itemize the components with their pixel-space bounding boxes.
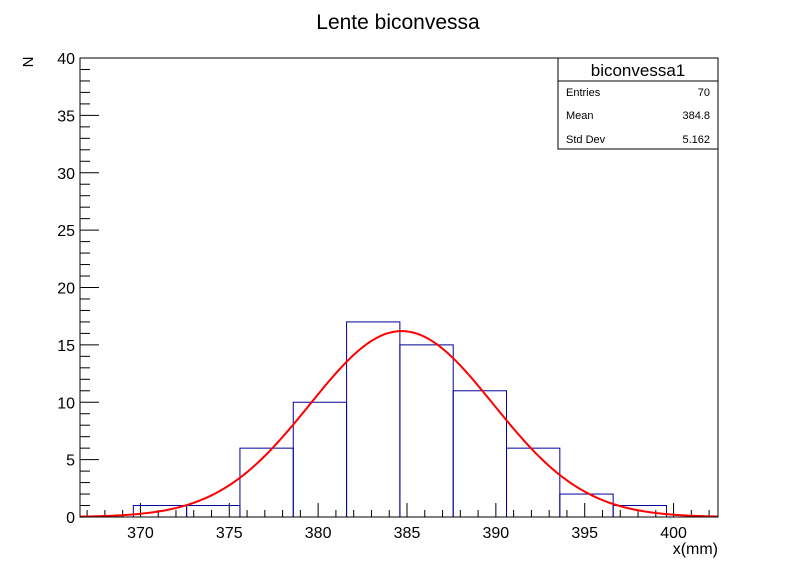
- y-tick-label: 0: [66, 510, 75, 527]
- histogram-bin-3: [239, 447, 294, 518]
- stats-mean-value: 384.8: [682, 110, 710, 122]
- x-tick-label: 390: [483, 525, 510, 542]
- y-tick-label: 10: [57, 395, 75, 412]
- x-tick-label: 385: [394, 525, 421, 542]
- stats-mean-label: Mean: [566, 110, 594, 122]
- y-tick-label: 25: [57, 223, 75, 240]
- stats-box: biconvessa1 Entries 70 Mean 384.8 Std De…: [557, 57, 719, 150]
- chart-title: Lente biconvessa: [316, 11, 480, 34]
- stats-box-title: biconvessa1: [591, 61, 686, 80]
- stats-entries-value: 70: [698, 87, 710, 99]
- y-axis-label: N: [20, 57, 37, 68]
- gaussian-fit-curve: [79, 330, 719, 518]
- histogram-bin-8: [506, 447, 561, 518]
- y-tick-label: 35: [57, 108, 75, 125]
- x-tick-label: 395: [571, 525, 598, 542]
- y-tick-label: 30: [57, 166, 75, 183]
- histogram-bin-9: [559, 493, 614, 518]
- stats-stddev-value: 5.162: [682, 134, 710, 146]
- histogram-bin-2: [186, 505, 241, 518]
- plot-frame: [79, 57, 719, 518]
- histogram-bin-4: [292, 401, 348, 518]
- histogram-bins: [132, 321, 667, 518]
- x-tick-label: 375: [216, 525, 243, 542]
- y-tick-label: 20: [57, 281, 75, 298]
- x-axis-label: x(mm): [673, 541, 718, 558]
- stats-stddev-label: Std Dev: [566, 134, 606, 146]
- x-tick-label: 380: [305, 525, 332, 542]
- x-tick-label: 400: [660, 525, 687, 542]
- stats-entries-label: Entries: [566, 87, 601, 99]
- y-tick-label: 40: [57, 51, 75, 68]
- y-tick-label: 5: [66, 453, 75, 470]
- y-tick-label: 15: [57, 338, 75, 355]
- axis-ticks: [80, 57, 710, 518]
- histogram-bin-6: [399, 344, 454, 518]
- x-tick-label: 370: [127, 525, 154, 542]
- histogram-bin-5: [346, 321, 401, 518]
- axis-tick-labels: 370 375 380 385 390 395 400 0 5 10 15 20 25 30 35 40: [57, 51, 687, 542]
